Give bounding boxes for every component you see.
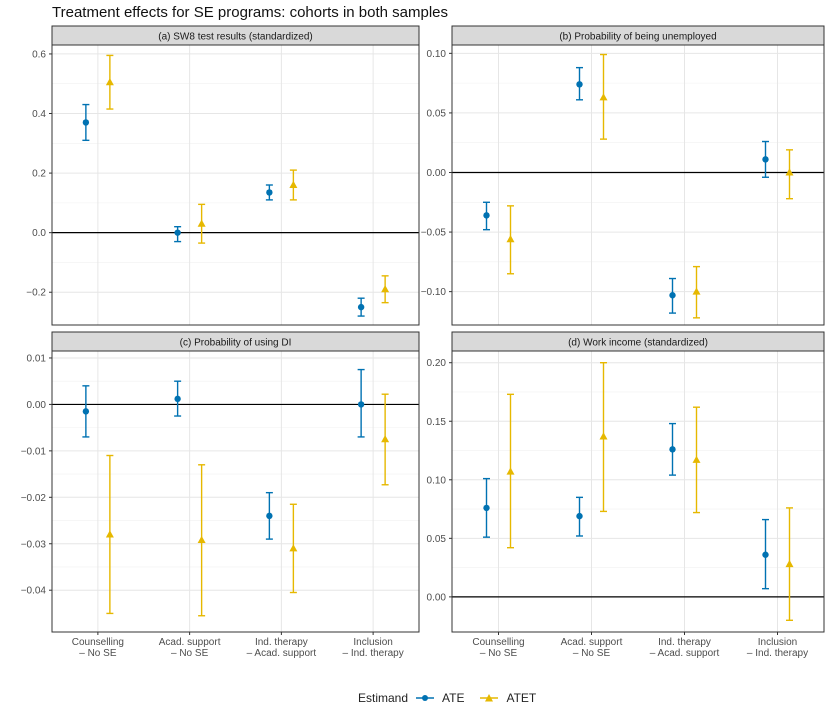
panel-title: (d) Work income (standardized): [568, 338, 708, 349]
point-ate: [483, 212, 490, 219]
y-tick-label: −0.05: [421, 228, 447, 239]
y-tick-label: −0.01: [21, 446, 47, 457]
x-tick-label: Inclusion: [758, 637, 797, 648]
point-ate: [576, 81, 583, 88]
y-tick-label: −0.10: [421, 287, 447, 298]
y-tick-label: −0.2: [26, 288, 46, 299]
panel-border: [51, 44, 420, 326]
y-tick-label: 0.00: [427, 168, 447, 179]
y-tick-label: −0.02: [21, 493, 47, 504]
panel-title: (a) SW8 test results (standardized): [158, 32, 313, 43]
y-tick-label: 0.05: [427, 534, 447, 545]
y-tick-label: 0.15: [427, 417, 447, 428]
y-tick-label: 0.00: [27, 400, 47, 411]
x-tick-label: – Acad. support: [247, 648, 317, 659]
panel-border: [51, 350, 420, 633]
x-tick-label: – Acad. support: [650, 648, 720, 659]
legend: Estimand ATE ATET: [358, 691, 544, 705]
panel-border: [451, 44, 825, 326]
legend-label-ate: ATE: [442, 691, 465, 705]
x-tick-label: – No SE: [480, 648, 518, 659]
point-ate: [576, 512, 583, 520]
point-ate: [174, 395, 181, 403]
legend-key-ate: [414, 691, 436, 705]
point-ate: [82, 408, 90, 415]
y-tick-label: 0.0: [32, 228, 46, 239]
point-atet: [599, 93, 608, 101]
point-atet: [599, 432, 608, 440]
point-atet: [692, 455, 701, 463]
legend-title: Estimand: [358, 691, 409, 705]
point-atet: [692, 287, 701, 295]
point-ate: [82, 119, 90, 126]
point-ate: [266, 512, 273, 520]
y-tick-label: −0.04: [21, 586, 47, 597]
x-tick-label: Ind. therapy: [658, 637, 711, 648]
x-tick-label: Acad. support: [159, 637, 221, 648]
point-ate: [762, 551, 769, 558]
chart-title: Treatment effects for SE programs: cohor…: [52, 4, 449, 21]
point-atet: [197, 535, 206, 544]
point-atet: [506, 467, 515, 475]
x-tick-label: Inclusion: [353, 637, 392, 648]
y-tick-label: 0.20: [427, 358, 447, 369]
panel-title: (c) Probability of using DI: [180, 338, 292, 349]
x-tick-label: – No SE: [573, 648, 611, 659]
point-atet: [785, 168, 794, 176]
x-tick-label: – No SE: [79, 648, 117, 659]
x-tick-label: Ind. therapy: [255, 637, 308, 648]
x-tick-label: Counselling: [472, 637, 524, 648]
point-ate: [483, 504, 490, 512]
point-atet: [105, 530, 114, 538]
x-tick-label: Counselling: [72, 637, 124, 648]
point-atet: [785, 559, 794, 568]
y-tick-label: 0.2: [32, 169, 46, 180]
y-tick-label: 0.10: [427, 49, 447, 60]
panel-title: (b) Probability of being unemployed: [559, 32, 716, 43]
x-tick-label: – No SE: [171, 648, 209, 659]
y-tick-label: 0.6: [32, 49, 46, 60]
point-ate: [669, 292, 676, 299]
point-ate: [266, 189, 273, 196]
y-tick-label: 0.4: [32, 109, 46, 120]
y-tick-label: 0.01: [27, 353, 47, 364]
point-ate: [669, 446, 676, 453]
point-atet: [381, 285, 390, 293]
point-atet: [105, 78, 114, 86]
y-tick-label: 0.05: [427, 108, 447, 119]
point-atet: [381, 435, 390, 443]
y-tick-label: −0.03: [21, 539, 47, 550]
x-tick-label: Acad. support: [561, 637, 623, 648]
y-tick-label: 0.10: [427, 475, 447, 486]
legend-key-atet: [478, 691, 500, 705]
point-ate: [174, 229, 181, 236]
point-ate: [762, 156, 769, 163]
x-tick-label: – Ind. therapy: [747, 648, 808, 659]
legend-label-atet: ATET: [506, 691, 537, 705]
x-tick-label: – Ind. therapy: [343, 648, 404, 659]
point-atet: [289, 544, 298, 552]
panel-border: [451, 350, 825, 633]
y-tick-label: 0.00: [427, 592, 447, 603]
point-atet: [506, 235, 515, 243]
point-ate: [357, 303, 365, 311]
point-atet: [289, 180, 298, 188]
point-ate: [357, 401, 365, 408]
point-atet: [197, 219, 206, 227]
